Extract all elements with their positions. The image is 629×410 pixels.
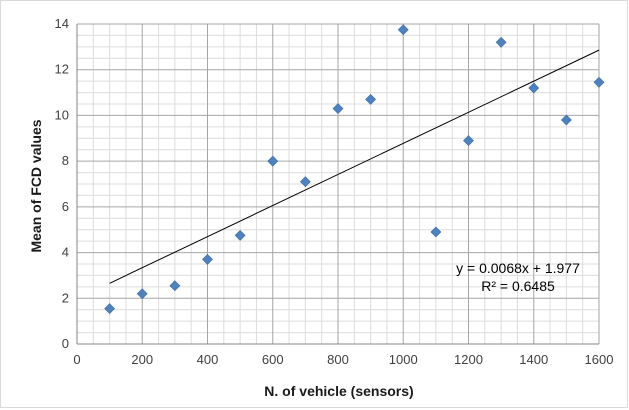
- x-tick-label: 1200: [454, 352, 483, 367]
- data-point-diamond: [234, 230, 246, 241]
- data-point-diamond: [104, 303, 116, 314]
- x-tick-label: 800: [327, 352, 349, 367]
- y-tick-label: 14: [55, 16, 69, 31]
- data-point-diamond: [560, 114, 572, 126]
- x-tick-label: 1400: [519, 352, 548, 367]
- x-tick-label: 1000: [389, 352, 418, 367]
- data-point-diamond: [495, 36, 507, 48]
- tick-labels: 0 200 400 600 800 1000 1200 1400 1600 0 2 4 6 8 10 12 14: [55, 16, 614, 367]
- data-point-diamond: [202, 254, 213, 265]
- data-point-diamond: [430, 226, 442, 238]
- y-tick-label: 0: [62, 336, 69, 351]
- x-tick-label: 1600: [585, 352, 614, 367]
- data-point-diamond: [528, 82, 540, 94]
- y-tick-label: 8: [62, 153, 69, 168]
- data-point-diamond: [267, 155, 279, 167]
- y-axis-title: Mean of FCD values: [28, 119, 44, 252]
- y-tick-label: 2: [62, 290, 69, 305]
- data-point-diamond: [169, 280, 181, 292]
- x-axis-title: N. of vehicle (sensors): [264, 383, 413, 399]
- x-tick-label: 0: [73, 352, 80, 367]
- data-point-diamond: [463, 135, 474, 146]
- data-point-diamond: [593, 76, 605, 88]
- data-point-diamond: [397, 24, 409, 36]
- x-tick-label: 400: [197, 352, 219, 367]
- trendline-r-squared: R² = 0.6485: [481, 278, 555, 294]
- data-point-diamond: [332, 103, 344, 114]
- y-tick-label: 4: [62, 245, 69, 260]
- trendline-equation: y = 0.0068x + 1.977: [456, 260, 580, 276]
- grid-lines: [76, 23, 600, 345]
- axes: [76, 24, 599, 345]
- data-points: [104, 24, 605, 314]
- data-point-diamond: [299, 176, 311, 188]
- trendline-group: [109, 49, 600, 284]
- trendline: [109, 49, 600, 284]
- y-tick-label: 12: [55, 62, 69, 77]
- x-tick-label: 200: [131, 352, 153, 367]
- y-tick-label: 6: [62, 199, 69, 214]
- data-point-diamond: [365, 94, 377, 105]
- x-tick-label: 600: [262, 352, 284, 367]
- data-point-diamond: [136, 288, 148, 300]
- y-tick-label: 10: [55, 107, 69, 122]
